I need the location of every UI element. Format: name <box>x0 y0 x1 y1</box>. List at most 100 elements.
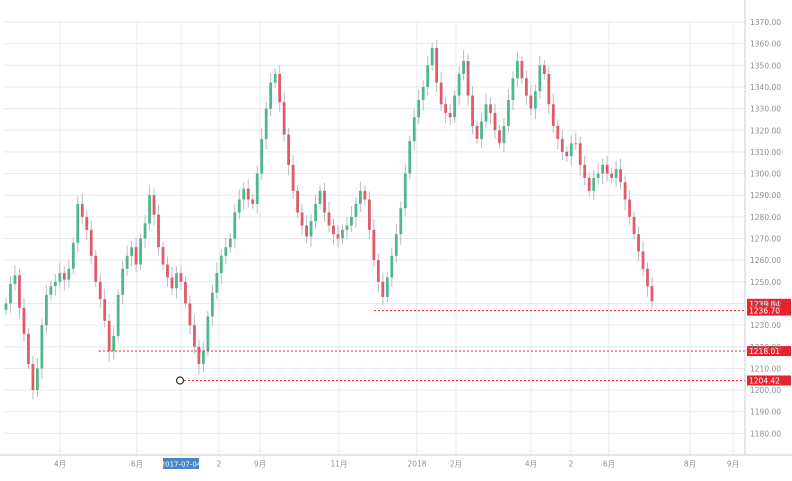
candle-body <box>650 286 654 302</box>
candle-body <box>484 104 488 122</box>
y-tick-label: 1310.00 <box>750 148 781 157</box>
candle-body <box>49 286 53 295</box>
candle-body <box>345 225 349 230</box>
x-tick-label: 9月 <box>254 460 266 469</box>
candle-body <box>224 247 228 256</box>
candle-body <box>605 164 609 174</box>
candle-body <box>381 281 385 297</box>
candle-body <box>53 281 57 287</box>
candle-body <box>583 164 587 178</box>
candle-body <box>359 190 362 204</box>
candle-body <box>107 320 111 352</box>
candle-body <box>148 195 151 224</box>
candle-body <box>417 99 421 118</box>
candle-body <box>278 73 282 103</box>
candle-body <box>291 164 295 191</box>
candle-body <box>269 82 273 109</box>
candle-body <box>587 177 591 191</box>
candle-body <box>498 130 501 144</box>
candle-body <box>489 104 492 113</box>
y-tick-label: 1370.00 <box>750 18 781 27</box>
candle-body <box>533 91 537 109</box>
candle-body <box>80 203 84 217</box>
candle-body <box>511 78 515 100</box>
candle-body <box>260 138 264 174</box>
candle-body <box>215 273 219 293</box>
candle-body <box>170 277 174 289</box>
candle-body <box>98 281 102 300</box>
candle-body <box>547 73 551 105</box>
y-tick-label: 1240.00 <box>750 299 781 308</box>
candle-body <box>394 234 398 256</box>
candle-body <box>112 335 116 352</box>
candle-body <box>219 255 223 274</box>
candle-body <box>619 169 622 183</box>
candle-body <box>296 190 299 213</box>
candle-body <box>569 143 573 157</box>
candle-body <box>58 273 62 282</box>
y-tick-label: 1350.00 <box>750 61 781 70</box>
candle-body <box>623 182 627 200</box>
y-tick-label: 1280.00 <box>750 213 781 222</box>
candle-body <box>9 283 12 304</box>
candle-body <box>385 277 389 297</box>
candle-body <box>601 164 605 174</box>
candle-body <box>134 247 138 265</box>
candle-body <box>524 78 528 96</box>
candle-body <box>516 60 519 79</box>
x-tick-label: 8月 <box>684 460 696 469</box>
candle-body <box>412 117 416 142</box>
candle-body <box>372 229 376 261</box>
candle-body <box>421 86 425 100</box>
candle-body <box>40 325 44 369</box>
candle-body <box>242 188 246 200</box>
candle-body <box>188 303 192 326</box>
candle-body <box>453 95 457 118</box>
y-tick-label: 1320.00 <box>750 126 781 135</box>
candle-body <box>314 203 317 222</box>
candle-body <box>471 95 474 126</box>
candle-body <box>175 273 178 289</box>
candle-body <box>300 212 304 226</box>
x-tick-label-highlight: 2017-07-04 <box>161 461 202 469</box>
price-level-label: 1204.42 <box>749 376 780 385</box>
x-tick-label: 6月 <box>131 460 143 469</box>
candle-body <box>76 203 80 243</box>
candle-body <box>228 238 232 248</box>
candle-body <box>628 199 631 217</box>
y-tick-label: 1220.00 <box>750 343 781 352</box>
candle-body <box>157 214 160 248</box>
time-axis: 4月 6月 2017-07-04 2 9月 11月 2018 2月 4月 2 6月 8月 9月 <box>0 454 792 469</box>
x-tick-label: 9月 <box>727 460 739 469</box>
candle-body <box>502 125 506 144</box>
candle-body <box>251 199 255 204</box>
candle-body <box>94 255 98 282</box>
candle-body <box>632 216 636 235</box>
candle-body <box>273 73 277 83</box>
grid <box>4 21 745 455</box>
anchor-marker[interactable] <box>175 376 185 385</box>
price-level-tag <box>747 346 791 357</box>
y-tick-label: 1190.00 <box>750 408 781 417</box>
candle-body <box>305 225 308 237</box>
candle-body <box>614 169 618 178</box>
price-level-tag <box>747 298 791 309</box>
x-tick-label: 2 <box>217 460 222 469</box>
candle-body <box>430 47 434 66</box>
candle-body <box>255 173 259 204</box>
y-tick-label: 1230.00 <box>750 321 781 330</box>
candle-body <box>152 195 156 215</box>
candle-body <box>201 351 205 365</box>
y-tick-label: 1260.00 <box>750 256 781 265</box>
candle-body <box>574 143 578 145</box>
candle-body <box>592 177 596 191</box>
candle-body <box>31 364 35 391</box>
candle-body <box>565 151 569 157</box>
candle-body <box>363 190 367 200</box>
candle-body <box>89 229 93 256</box>
x-highlight-bg <box>163 458 199 469</box>
candle-body <box>551 104 555 126</box>
